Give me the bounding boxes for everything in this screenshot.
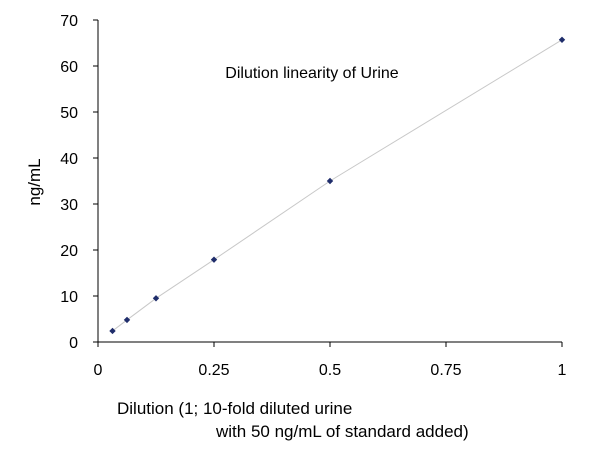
data-point (210, 256, 218, 263)
series-layer (109, 36, 566, 335)
y-tick-label: 50 (60, 105, 78, 122)
x-axis-title-line-2: with 50 ng/mL of standard added) (215, 422, 469, 441)
y-tick-label: 10 (60, 289, 78, 306)
y-tick-label: 0 (69, 335, 78, 352)
x-tick-label: 1 (558, 362, 567, 379)
data-point (152, 295, 160, 302)
y-tick-label: 70 (60, 13, 78, 30)
x-axis-ticks: 0 0.25 0.5 0.75 1 (94, 342, 567, 379)
x-tick-label: 0.5 (319, 362, 341, 379)
x-tick-label: 0.25 (198, 362, 229, 379)
x-tick-label: 0.75 (430, 362, 461, 379)
y-tick-label: 40 (60, 151, 78, 168)
plot-area: 0 0.25 0.5 0.75 1 0 10 20 30 40 50 60 70 (60, 13, 566, 379)
chart-title: Dilution linearity of Urine (225, 65, 399, 82)
x-axis-title-line-1: Dilution (1; 10-fold diluted urine (117, 399, 352, 418)
y-tick-label: 30 (60, 197, 78, 214)
data-point (123, 316, 131, 324)
data-point (109, 327, 116, 335)
y-axis-ticks: 0 10 20 30 40 50 60 70 (60, 13, 98, 352)
data-point (326, 177, 334, 185)
y-tick-label: 20 (60, 243, 78, 260)
series-line (112, 39, 563, 332)
y-axis-title: ng/mL (25, 158, 44, 205)
x-tick-label: 0 (94, 362, 103, 379)
y-tick-label: 60 (60, 59, 78, 76)
data-point (558, 36, 566, 43)
